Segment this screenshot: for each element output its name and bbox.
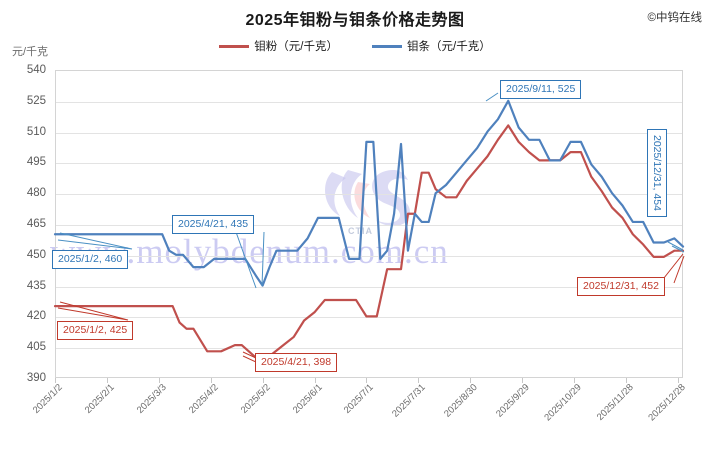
callout-blue-start: 2025/1/2, 460 <box>52 250 129 270</box>
x-axis-ticks <box>55 378 683 384</box>
x-axis-tick <box>470 378 472 383</box>
callout-blue-april-low: 2025/4/21, 435 <box>172 215 255 235</box>
x-axis-tick <box>574 378 575 383</box>
x-axis-tick <box>677 378 679 383</box>
gridline <box>56 348 682 350</box>
callout-red-start: 2025/1/2, 425 <box>57 321 134 341</box>
x-axis-tick <box>314 378 316 383</box>
y-axis-tick-label: 495 <box>26 156 46 169</box>
x-axis-tick-label: 2025/2/1 <box>82 382 117 416</box>
y-axis-labels: 540 525 510 495 480 465 450 435 420 405 390 <box>0 64 52 384</box>
x-axis-tick <box>262 378 264 383</box>
x-axis-tick-label: 2025/7/1 <box>342 382 377 416</box>
x-axis-tick-label: 2025/11/28 <box>594 382 636 423</box>
chart-title: 2025年钼粉与钼条价格走势图 <box>245 12 465 29</box>
y-axis-tick-label: 480 <box>26 187 46 200</box>
gridline <box>56 194 682 196</box>
gridline <box>56 163 682 165</box>
x-axis-tick-label: 2025/12/28 <box>646 382 688 424</box>
x-axis-tick-label: 2025/7/31 <box>390 382 429 420</box>
plot-area <box>55 70 683 378</box>
x-axis-tick-label: 2025/6/1 <box>290 382 325 416</box>
y-axis-tick-label: 540 <box>26 64 46 76</box>
x-axis-tick-label: 2025/3/3 <box>134 382 169 416</box>
x-axis-tick <box>210 378 212 383</box>
gridline <box>56 132 682 134</box>
y-axis-tick-label: 435 <box>26 279 46 292</box>
line-molybdenum-bar <box>53 99 685 287</box>
y-axis-tick-label: 450 <box>26 248 46 261</box>
x-axis-tick <box>522 378 524 383</box>
gridline <box>56 101 682 103</box>
y-axis-tick-label: 420 <box>26 310 46 323</box>
x-axis-tick-label: 2025/10/29 <box>542 382 584 424</box>
y-axis-tick-label: 405 <box>26 341 46 354</box>
x-axis-tick-label: 2025/8/30 <box>442 382 480 420</box>
x-axis-tick-label: 2025/5/2 <box>238 382 273 416</box>
callout-red-end: 2025/12/31, 452 <box>577 277 665 297</box>
x-axis-tick <box>418 378 420 383</box>
x-axis-tick-label: 2025/1/2 <box>30 382 65 416</box>
y-axis-tick-label: 510 <box>26 125 46 138</box>
callout-red-april-low: 2025/4/21, 398 <box>255 353 338 373</box>
callout-blue-end: 2025/12/31, 454 <box>647 129 668 217</box>
y-axis-tick-label: 465 <box>26 218 46 230</box>
y-axis-tick-label: 390 <box>26 372 46 384</box>
x-axis-tick <box>55 378 56 383</box>
x-axis-tick-label: 2025/4/2 <box>186 382 221 416</box>
x-axis-labels: 2025/1/2 2025/2/1 2025/3/3 2025/4/2 2025/5/2… <box>0 378 710 453</box>
callout-blue-peak: 2025/9/11, 525 <box>500 80 582 100</box>
y-axis-tick-label: 525 <box>26 94 46 107</box>
x-axis-tick <box>158 378 160 383</box>
x-axis-tick <box>625 378 627 383</box>
gridline <box>56 317 682 319</box>
gridline <box>56 225 682 226</box>
gridline <box>56 255 682 257</box>
x-axis-tick-label: 2025/9/29 <box>494 382 532 420</box>
y-axis-unit-label: 元/千克 <box>12 46 49 58</box>
gridline <box>56 286 682 288</box>
copyright-label: ©中钨在线 <box>647 12 702 24</box>
x-axis-tick <box>366 378 368 383</box>
x-axis-tick <box>106 378 108 383</box>
